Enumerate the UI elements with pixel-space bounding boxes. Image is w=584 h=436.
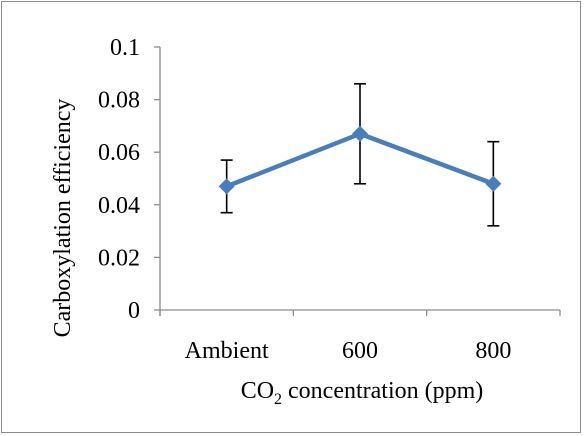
data-point-marker xyxy=(352,125,368,142)
x-axis-label-prefix: CO xyxy=(241,378,274,404)
x-tick-label: 800 xyxy=(475,338,511,364)
y-tick-label: 0.06 xyxy=(98,140,140,166)
y-tick-label: 0.02 xyxy=(98,245,140,271)
y-tick-label: 0.1 xyxy=(110,35,140,61)
x-axis-label-subscript: 2 xyxy=(274,391,282,408)
y-ticks: 0 0.02 0.04 0.06 0.08 0.1 xyxy=(98,35,160,324)
y-tick-label: 0 xyxy=(128,298,140,324)
y-tick-label: 0.08 xyxy=(98,88,140,114)
x-tick-label: 600 xyxy=(342,338,378,364)
error-bars xyxy=(220,83,500,227)
y-axis-label: Carboxylation efficiency xyxy=(50,99,76,338)
x-axis-label-suffix: concentration (ppm) xyxy=(282,378,483,404)
x-axis-label: CO2 concentration (ppm) xyxy=(241,378,484,408)
axes xyxy=(159,47,560,316)
data-point-marker xyxy=(485,175,502,192)
x-ticks: Ambient 600 800 xyxy=(159,310,561,364)
series xyxy=(218,125,502,195)
y-tick-label: 0.04 xyxy=(98,193,140,219)
x-tick-label: Ambient xyxy=(185,338,269,364)
data-point-marker xyxy=(218,178,235,195)
